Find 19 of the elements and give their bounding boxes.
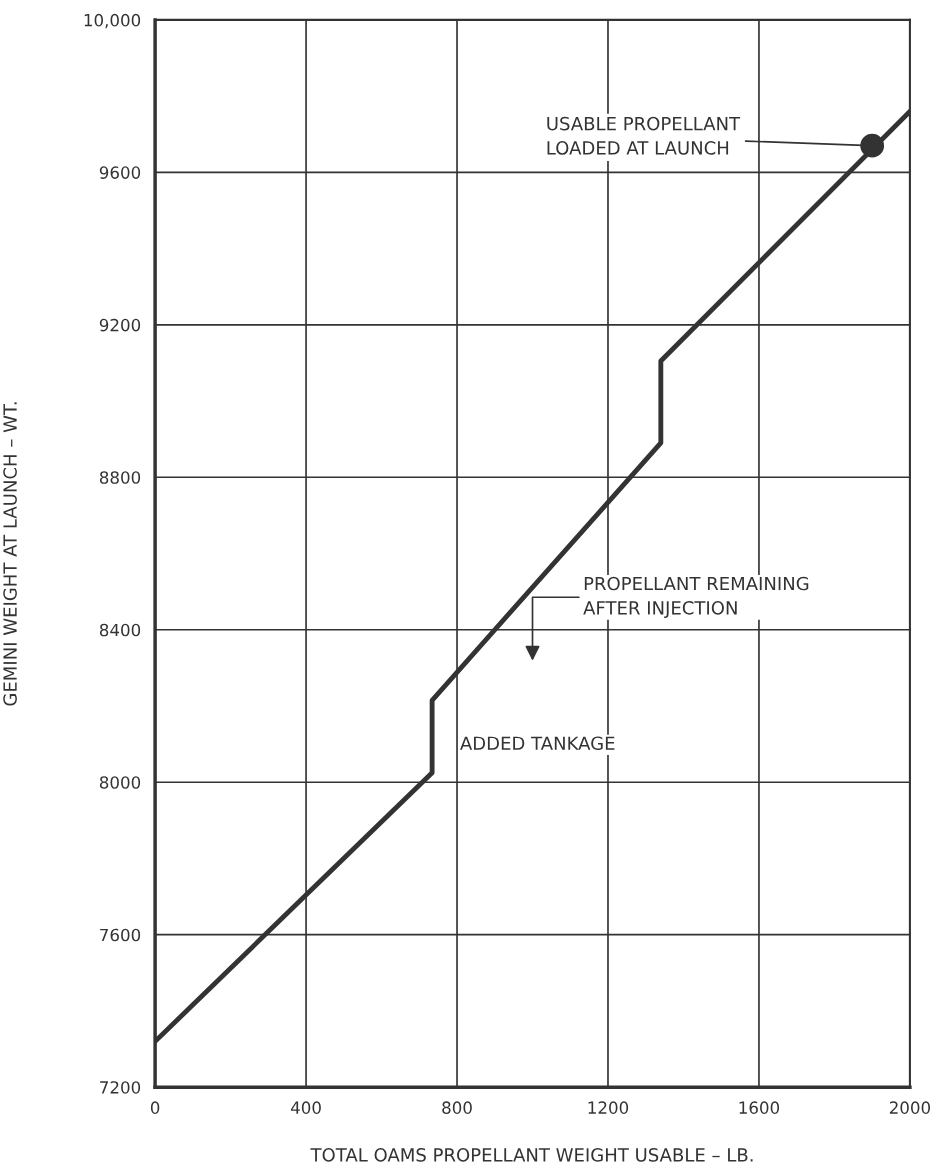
y-tick-label: 9200 xyxy=(99,318,141,332)
x-tick-label: 400 xyxy=(290,1101,321,1114)
x-axis-title: TOTAL OAMS PROPELLANT WEIGHT USABLE – LB. xyxy=(310,1148,753,1162)
x-tick-label: 1600 xyxy=(739,1101,780,1114)
x-tick-label: 1200 xyxy=(588,1101,629,1114)
annotation: PROPELLANT REMAINING AFTER INJECTION xyxy=(583,576,809,619)
x-tick-label: 2000 xyxy=(889,1101,931,1114)
y-tick-label: 8000 xyxy=(99,776,141,789)
y-tick-label: 8800 xyxy=(99,471,141,484)
y-tick-label: 9600 xyxy=(99,166,141,179)
annotation: ADDED TANKAGE xyxy=(460,736,615,751)
y-tick-label: 7200 xyxy=(100,1081,141,1094)
annotation: USABLE PROPELLANT LOADED AT LAUNCH xyxy=(547,116,741,155)
y-tick-label: 7600 xyxy=(100,928,141,942)
x-tick-label: 0 xyxy=(150,1101,160,1114)
x-tick-label: 800 xyxy=(442,1101,472,1114)
y-axis-title: GEMINI WEIGHT AT LAUNCH – WT. xyxy=(3,402,17,706)
y-tick-label: 8400 xyxy=(99,623,141,637)
y-tick-label: 10,000 xyxy=(84,13,141,29)
